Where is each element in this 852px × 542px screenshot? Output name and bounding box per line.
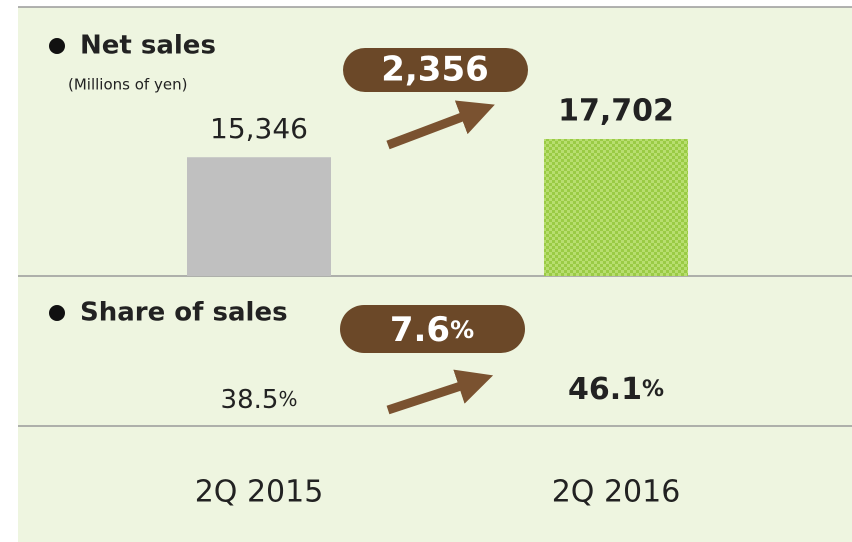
share-change-label: 7.6%: [390, 310, 474, 350]
panel: [18, 7, 852, 542]
subtitle: (Millions of yen): [68, 76, 187, 94]
share-label: 46.1%: [568, 372, 664, 407]
share-label: 38.5%: [221, 385, 298, 415]
change-pill: [343, 48, 528, 92]
value-label: 17,702: [558, 94, 674, 129]
share-title: Share of sales: [80, 298, 288, 328]
arrow: [386, 369, 494, 415]
bullet: [49, 38, 65, 54]
share-change-unit: %: [450, 316, 474, 344]
bar: [544, 139, 688, 276]
change-label: 2,356: [381, 50, 489, 90]
x-tick-label: 2Q 2015: [195, 475, 324, 510]
share-change-pill: [340, 305, 525, 353]
chart-title: Net sales: [80, 31, 216, 61]
share-value: 38.5: [221, 385, 279, 415]
share-change-value: 7.6: [390, 310, 450, 350]
x-tick-label: 2Q 2016: [552, 475, 681, 510]
share-value: 46.1: [568, 372, 642, 407]
share-unit: %: [278, 387, 297, 411]
value-label: 15,346: [210, 112, 308, 145]
bullet: [49, 305, 65, 321]
bar: [187, 157, 331, 276]
arrow: [386, 100, 495, 150]
share-unit: %: [642, 377, 664, 402]
